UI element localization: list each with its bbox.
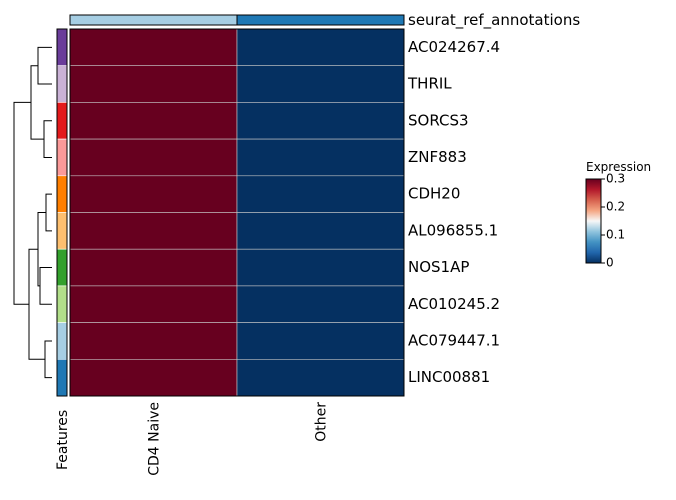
heatmap-cell	[69, 285, 238, 323]
heatmap-cell	[236, 28, 405, 67]
heatmap-cell	[236, 102, 405, 140]
annotation-title: seurat_ref_annotations	[408, 11, 580, 30]
expression-legend: Expression 0 0.1 0.2 0.3	[585, 160, 651, 270]
row-annotation-cell	[56, 358, 68, 397]
row-annotation-cell	[56, 212, 68, 250]
dendrogram-branch	[13, 101, 31, 305]
column-label: Other	[314, 402, 330, 442]
heatmap-cell	[236, 65, 405, 103]
row-annotation-cell	[56, 102, 68, 140]
heatmap-cell	[236, 322, 405, 360]
legend-tick-label: 0.2	[606, 200, 625, 214]
heatmap-cell	[69, 212, 238, 250]
heatmap-cell	[236, 175, 405, 213]
heatmap-cell	[69, 175, 238, 213]
row-label: THRIL	[407, 75, 452, 93]
dendrogram-branch	[37, 212, 46, 287]
row-label: ZNF883	[408, 148, 467, 166]
legend-tick-label: 0.1	[606, 228, 625, 242]
heatmap-cell	[69, 28, 238, 67]
heatmap-cell	[236, 358, 405, 397]
legend-colorbar	[585, 178, 602, 264]
heatmap-cell	[69, 248, 238, 287]
row-label: SORCS3	[408, 111, 469, 129]
row-dendrogram	[13, 46, 52, 379]
row-label: AC010245.2	[408, 295, 500, 313]
row-label: LINC00881	[408, 368, 490, 386]
row-annotation-border	[56, 28, 68, 397]
heatmap-cell	[236, 248, 405, 287]
row-label: AC024267.4	[408, 38, 500, 56]
row-label: AL096855.1	[408, 221, 498, 239]
heatmap-cell	[236, 212, 405, 250]
heatmap-cell	[69, 322, 238, 360]
row-annotation-cell	[56, 248, 68, 287]
column-label: CD4 Naive	[147, 402, 163, 476]
row-annotation-cell	[56, 65, 68, 103]
dendrogram-branch	[45, 193, 52, 232]
row-annotation-bar	[56, 28, 68, 397]
row-label: CDH20	[408, 185, 460, 203]
column-labels: CD4 Naive Other	[147, 402, 330, 476]
dendrogram-branch	[43, 120, 52, 158]
dendrogram-branch	[44, 340, 52, 379]
dendrogram-branch	[39, 267, 52, 305]
heatmap-cell	[236, 285, 405, 323]
heatmap-cell	[69, 102, 238, 140]
heatmap-cell	[236, 138, 405, 177]
row-annotation-cell	[56, 322, 68, 360]
legend-title: Expression	[586, 160, 651, 174]
row-label: AC079447.1	[408, 331, 500, 349]
column-annotation-bar	[69, 14, 405, 26]
column-annotation-cell	[69, 14, 238, 26]
row-labels: AC024267.4 THRIL SORCS3 ZNF883 CDH20 AL096855…	[407, 38, 500, 386]
row-annotation-cell	[56, 175, 68, 213]
legend-tick-label: 0.3	[606, 172, 625, 186]
row-annotation-cell	[56, 28, 68, 67]
row-annotation-cell	[56, 138, 68, 177]
heatmap-border	[69, 28, 405, 397]
row-annotation-cell	[56, 285, 68, 323]
heatmap-cell	[69, 138, 238, 177]
dendrogram-branch	[37, 46, 52, 85]
heatmap-cell	[69, 358, 238, 397]
column-annotation-cell	[236, 14, 405, 26]
row-label: NOS1AP	[408, 258, 469, 276]
features-label: Features	[55, 410, 71, 470]
legend-tick-label: 0	[606, 256, 614, 270]
heatmap-cell	[69, 65, 238, 103]
heatmap-cells	[69, 28, 405, 397]
